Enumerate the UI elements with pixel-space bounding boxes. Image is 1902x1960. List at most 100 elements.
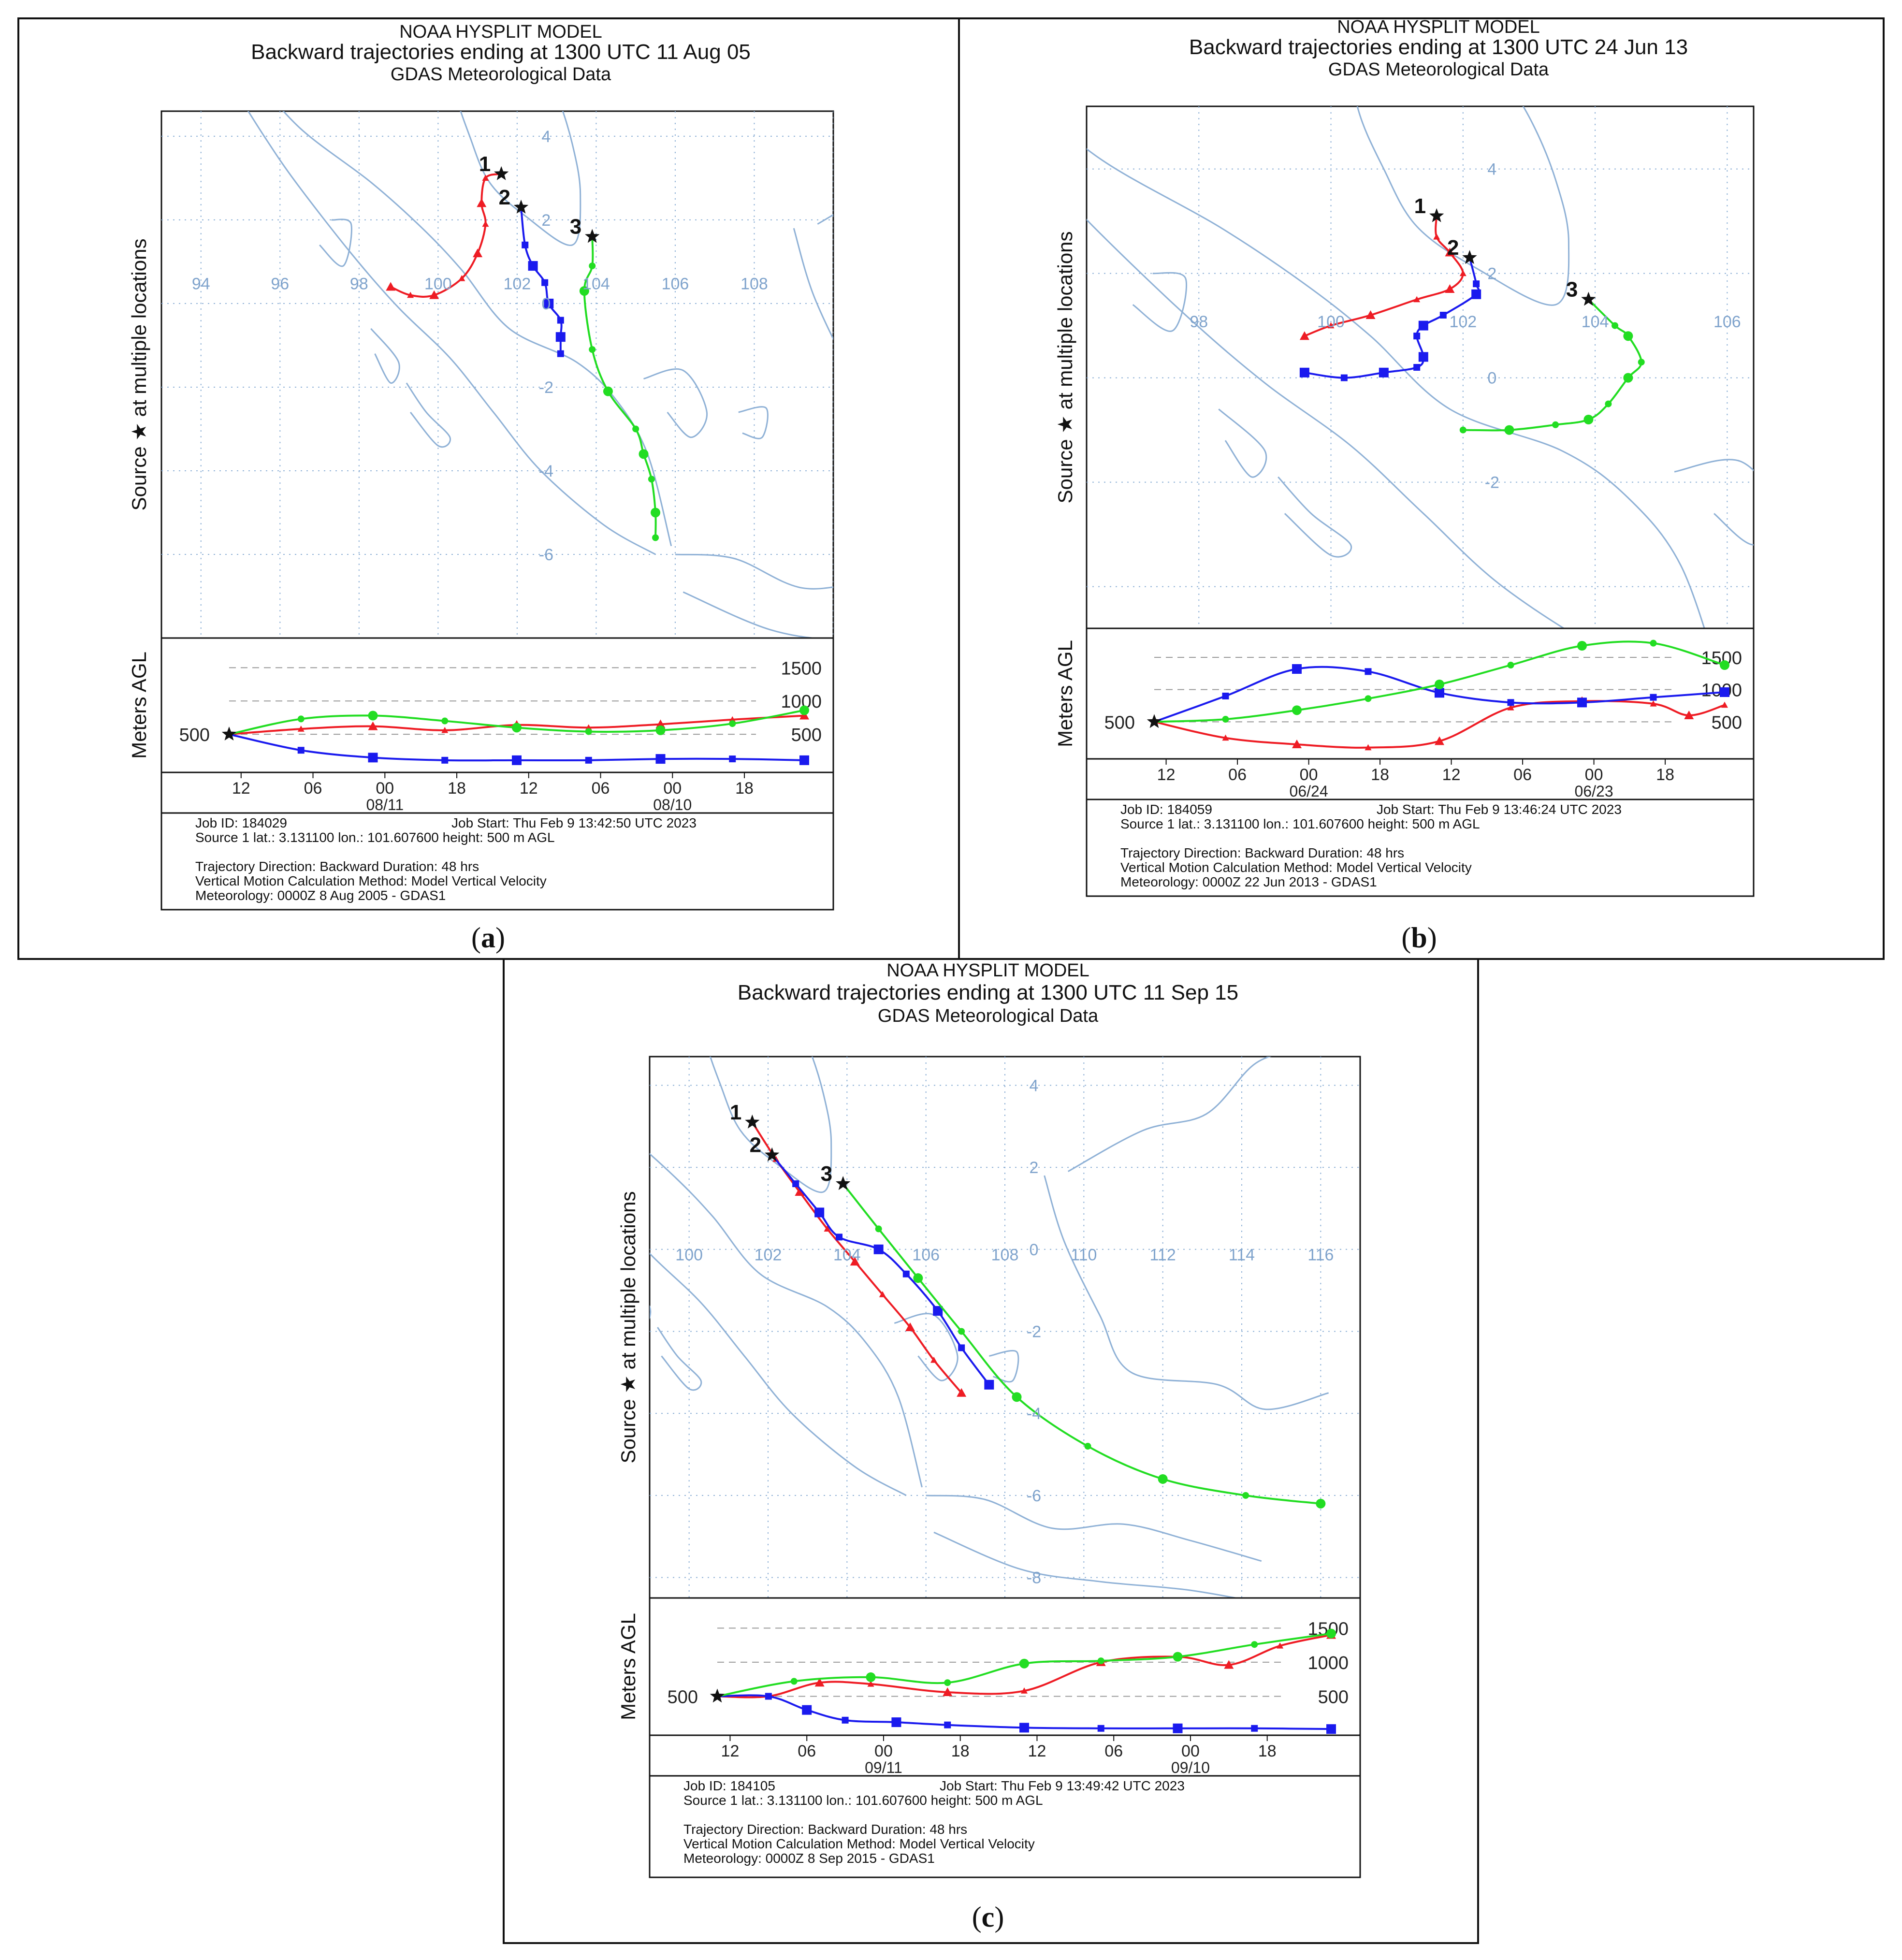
lon-tick-label: 104	[1582, 313, 1609, 331]
height-marker-3	[1326, 1628, 1336, 1639]
trajectory-marker-2	[1418, 320, 1428, 331]
height-marker-3	[866, 1672, 876, 1682]
source-label: 1	[730, 1101, 741, 1124]
trajectory-marker-2	[522, 241, 529, 248]
trajectory-marker-1	[824, 1225, 831, 1232]
height-frame	[649, 1597, 1361, 1736]
coastline	[675, 553, 833, 590]
coastline	[933, 1531, 1240, 1598]
time-axis-frame	[160, 771, 834, 814]
height-marker-2	[799, 755, 809, 765]
source-label: 2	[499, 186, 510, 209]
coastline	[1741, 738, 1883, 827]
trajectory-line-3	[1463, 299, 1642, 432]
chart-subtitle-2: GDAS Meteorological Data	[878, 1006, 1099, 1026]
trajectory-marker-1	[482, 174, 489, 181]
lat-tick-label: 0	[541, 295, 551, 313]
coastline	[926, 1495, 1262, 1562]
trajectory-line-3	[842, 1183, 1321, 1505]
height-marker-2	[368, 753, 378, 763]
height-marker-2	[441, 756, 449, 764]
chart-title: NOAA HYSPLIT MODEL	[1337, 19, 1540, 37]
lat-tick-label: -6	[539, 546, 553, 564]
lon-tick-label: 102	[755, 1246, 782, 1264]
height-source-star	[710, 1688, 725, 1703]
lon-tick-label: 106	[912, 1246, 940, 1264]
trajectory-marker-1	[879, 1291, 886, 1297]
height-marker-2	[1292, 664, 1302, 674]
trajectory-marker-2	[528, 261, 538, 271]
trajectory-marker-2	[958, 1344, 965, 1351]
caption-close: )	[1427, 922, 1437, 954]
chart-title: NOAA HYSPLIT MODEL	[399, 22, 602, 42]
height-tick-label: 500	[1712, 712, 1742, 733]
height-marker-1	[867, 1681, 874, 1687]
coastline	[657, 1327, 702, 1391]
coastline	[793, 228, 833, 341]
coastline	[738, 406, 769, 439]
info-vertical: Vertical Motion Calculation Method: Mode…	[683, 1836, 1035, 1851]
lat-tick-label: 2	[1487, 265, 1496, 283]
height-tick-label: 500	[1318, 1687, 1349, 1707]
lon-tick-label: 106	[1713, 313, 1741, 331]
height-marker-2	[655, 754, 666, 764]
trajectory-marker-1	[429, 290, 439, 299]
trajectory-marker-2	[836, 1234, 842, 1241]
trajectory-marker-3	[603, 386, 613, 396]
time-tick-label: 12	[721, 1742, 740, 1760]
time-tick-label: 00	[874, 1742, 893, 1760]
trajectory-marker-2	[1299, 367, 1309, 377]
time-tick-label: 12	[1157, 766, 1176, 784]
info-source: Source 1 lat.: 3.131100 lon.: 101.607600…	[195, 830, 555, 845]
lon-tick-label: 94	[192, 275, 210, 293]
height-marker-2	[802, 1705, 812, 1715]
time-tick-label: 12	[1442, 766, 1461, 784]
height-marker-3	[799, 705, 809, 715]
caption-open: (	[471, 922, 481, 954]
info-job-id: Job ID: 184105	[683, 1778, 775, 1793]
height-start-label: 500	[1104, 712, 1135, 733]
trajectory-marker-3	[958, 1328, 965, 1335]
coastline	[650, 1152, 923, 1488]
info-direction: Trajectory Direction: Backward Duration:…	[1120, 845, 1404, 860]
height-marker-2	[1577, 697, 1587, 708]
trajectory-marker-2	[814, 1207, 825, 1218]
info-meteorology: Meteorology: 0000Z 8 Sep 2015 - GDAS1	[683, 1851, 935, 1866]
coastline	[1356, 106, 1570, 306]
coastline	[650, 1252, 907, 1496]
trajectory-marker-2	[1413, 333, 1421, 340]
height-marker-1	[1721, 701, 1728, 708]
height-marker-3	[297, 715, 305, 723]
trajectory-marker-1	[407, 291, 414, 298]
lon-tick-label: 102	[504, 275, 531, 293]
time-tick-label: 06	[798, 1742, 816, 1760]
height-marker-2	[842, 1716, 849, 1724]
lon-tick-label: 96	[271, 275, 289, 293]
trajectory-marker-1	[905, 1322, 915, 1331]
lon-tick-label: 104	[833, 1246, 861, 1264]
trajectory-marker-3	[1242, 1492, 1249, 1499]
height-y-label: Meters AGL	[128, 652, 150, 759]
height-marker-2	[585, 756, 592, 764]
caption-close: )	[495, 922, 505, 954]
height-marker-2	[1365, 668, 1372, 675]
time-tick-label: 06	[1513, 766, 1532, 784]
height-marker-2	[891, 1717, 901, 1728]
info-box	[160, 812, 834, 911]
info-direction: Trajectory Direction: Backward Duration:…	[683, 1822, 967, 1837]
trajectory-marker-3	[1623, 373, 1633, 383]
time-tick-label: 18	[1656, 766, 1674, 784]
trajectory-marker-1	[473, 248, 483, 258]
chart-subtitle: Backward trajectories ending at 1300 UTC…	[251, 40, 751, 64]
height-marker-2	[1435, 688, 1444, 698]
chart-subtitle-2: GDAS Meteorological Data	[1328, 59, 1549, 80]
coastline	[817, 214, 833, 225]
trajectory-marker-1	[386, 282, 396, 291]
height-marker-1	[655, 719, 666, 728]
lon-tick-label: 104	[582, 275, 610, 293]
height-y-label: Meters AGL	[617, 1613, 639, 1720]
trajectory-marker-3	[651, 508, 661, 518]
height-marker-3	[441, 717, 449, 725]
height-marker-1	[1277, 1642, 1284, 1649]
